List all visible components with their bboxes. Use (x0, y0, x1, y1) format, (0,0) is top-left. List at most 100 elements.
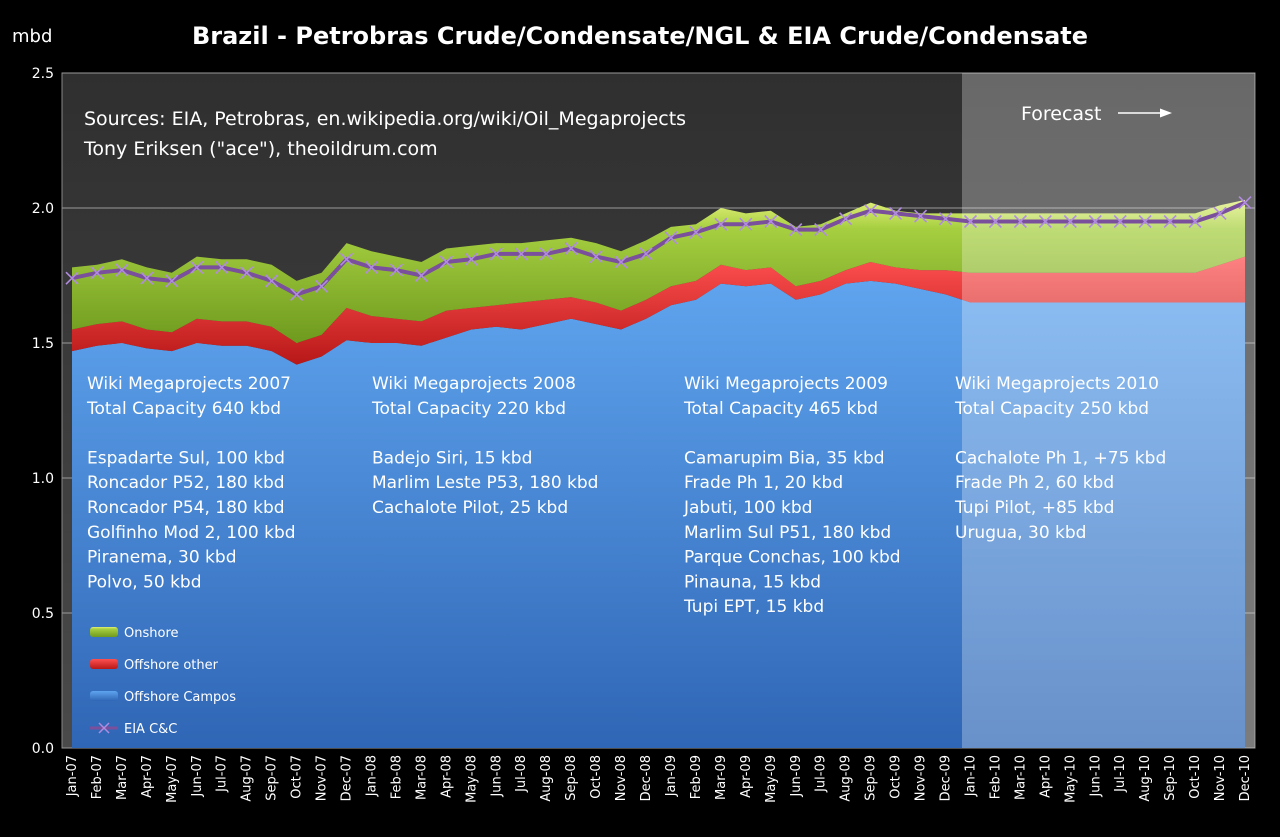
legend-label: Onshore (124, 626, 179, 641)
legend-swatch (90, 691, 118, 701)
eia-cc-point (938, 212, 953, 226)
legend: Onshore Offshore other Offshore Campos EIA … (90, 626, 236, 737)
eia-cc-line (71, 200, 1246, 297)
megaproject-annotation-line: Total Capacity 465 kbd (683, 399, 878, 419)
x-tick-label: Jul-08 (514, 755, 529, 793)
x-tick-label: Nov-08 (614, 755, 629, 801)
eia-cc-point (389, 263, 404, 277)
eia-cc-point (190, 260, 204, 274)
x-tick-label: Mar-09 (714, 755, 729, 800)
x-tick-label: Sep-07 (265, 755, 280, 801)
megaproject-annotation-line: Pinauna, 15 kbd (684, 572, 821, 592)
y-tick-label: 1.0 (32, 471, 54, 487)
eia-cc-point (240, 266, 254, 280)
x-tick-label: Oct-09 (889, 755, 904, 799)
x-tick-label: May-08 (464, 755, 479, 803)
x-tick-label: Jul-09 (814, 755, 829, 793)
x-tick-label: Jul-07 (215, 755, 230, 793)
megaproject-annotation-line: Cachalote Pilot, 25 kbd (372, 498, 568, 518)
legend-label: Offshore Campos (124, 690, 236, 705)
eia-cc-point (1063, 214, 1077, 229)
area-series (72, 199, 1245, 748)
x-tick-label: Aug-08 (539, 755, 554, 802)
x-axis-ticks: Jan-07 Feb-07 Mar-07 Apr-07 May-07 Jun-07 Jul-… (65, 755, 1253, 803)
legend-marker-eia-cc (98, 722, 110, 734)
eia-cc-point (414, 268, 428, 283)
eia-cc-point (140, 271, 154, 285)
eia-cc-series (65, 196, 1252, 301)
x-tick-label: Apr-09 (739, 755, 754, 798)
area-onshore (72, 199, 1245, 343)
megaproject-annotation-line: Cachalote Ph 1, +75 kbd (955, 448, 1166, 468)
x-tick-label: May-09 (764, 755, 779, 803)
eia-cc-point (65, 271, 79, 285)
megaproject-annotation-line: Wiki Megaprojects 2009 (684, 374, 888, 394)
x-tick-label: Oct-08 (589, 755, 604, 799)
eia-cc-point (464, 252, 478, 266)
eia-cc-point (439, 255, 453, 269)
eia-cc-point (589, 250, 603, 264)
x-tick-label: Dec-10 (1238, 755, 1253, 801)
eia-cc-point (1213, 206, 1227, 220)
x-tick-label: Apr-08 (439, 755, 454, 798)
x-tick-label: Jan-08 (364, 755, 379, 797)
eia-cc-point (664, 231, 678, 245)
eia-cc-point (564, 241, 578, 256)
megaproject-annotation-line: Polvo, 50 kbd (87, 572, 202, 592)
x-tick-label: Jan-10 (963, 755, 978, 797)
x-tick-label: Apr-10 (1038, 755, 1053, 798)
megaproject-annotation-line: Camarupim Bia, 35 kbd (684, 448, 885, 468)
x-tick-label: Sep-09 (864, 755, 879, 801)
eia-cc-point (889, 206, 903, 220)
megaproject-annotation-line: Marlim Leste P53, 180 kbd (372, 473, 598, 493)
x-tick-label: Feb-10 (988, 755, 1003, 799)
eia-cc-point (1013, 214, 1027, 229)
eia-cc-point (215, 260, 229, 274)
legend-swatch (90, 627, 118, 637)
x-tick-label: Feb-07 (90, 755, 105, 799)
megaproject-annotation-line: Frade Ph 2, 60 kbd (955, 473, 1114, 493)
x-tick-label: Mar-07 (115, 755, 130, 800)
megaproject-annotation-line: Piranema, 30 kbd (87, 548, 237, 568)
megaproject-annotation-line: Tupi Pilot, +85 kbd (954, 498, 1114, 518)
x-tick-label: Aug-09 (839, 755, 854, 802)
eia-cc-point (339, 252, 354, 266)
eia-cc-point (1163, 214, 1177, 229)
eia-cc-point (839, 212, 853, 226)
source-line-2: Tony Eriksen ("ace"), theoildrum.com (83, 138, 438, 160)
x-tick-label: Oct-10 (1188, 755, 1203, 799)
megaproject-annotation-line: Urugua, 30 kbd (955, 523, 1086, 543)
megaproject-annotation-line: Roncador P52, 180 kbd (87, 473, 285, 493)
eia-cc-point (1138, 214, 1152, 229)
eia-cc-point (789, 223, 803, 237)
x-tick-label: Jun-07 (190, 755, 205, 798)
eia-cc-point (265, 274, 279, 288)
x-tick-label: Dec-08 (639, 755, 654, 801)
forecast-label: Forecast (1021, 103, 1101, 125)
y-tick-label: 0.5 (32, 606, 54, 622)
eia-cc-point (290, 287, 304, 301)
megaproject-annotation-line: Wiki Megaprojects 2010 (955, 374, 1159, 394)
x-tick-label: Sep-10 (1163, 755, 1178, 801)
x-tick-label: Oct-07 (290, 755, 305, 799)
eia-cc-point (1238, 196, 1252, 210)
eia-cc-point (514, 247, 528, 261)
area-offshore-other (72, 256, 1245, 365)
eia-cc-point (864, 204, 878, 218)
x-tick-label: Jun-10 (1088, 755, 1103, 798)
x-tick-label: Aug-10 (1138, 755, 1153, 802)
megaproject-annotation-line: Parque Conchas, 100 kbd (684, 548, 901, 568)
eia-cc-point (1188, 214, 1202, 229)
forecast-shade (961, 73, 1255, 748)
x-tick-label: Nov-09 (914, 755, 929, 801)
megaproject-annotation-line: Total Capacity 640 kbd (86, 399, 281, 419)
eia-cc-point (814, 223, 828, 237)
eia-cc-point (714, 217, 728, 231)
forecast-arrow (1118, 108, 1172, 118)
y-tick-label: 0.0 (32, 741, 54, 757)
eia-cc-point (639, 247, 653, 261)
megaproject-annotation-line: Badejo Siri, 15 kbd (372, 448, 532, 468)
megaproject-annotation-line: Tupi EPT, 15 kbd (683, 597, 824, 617)
eia-cc-point (913, 209, 928, 223)
